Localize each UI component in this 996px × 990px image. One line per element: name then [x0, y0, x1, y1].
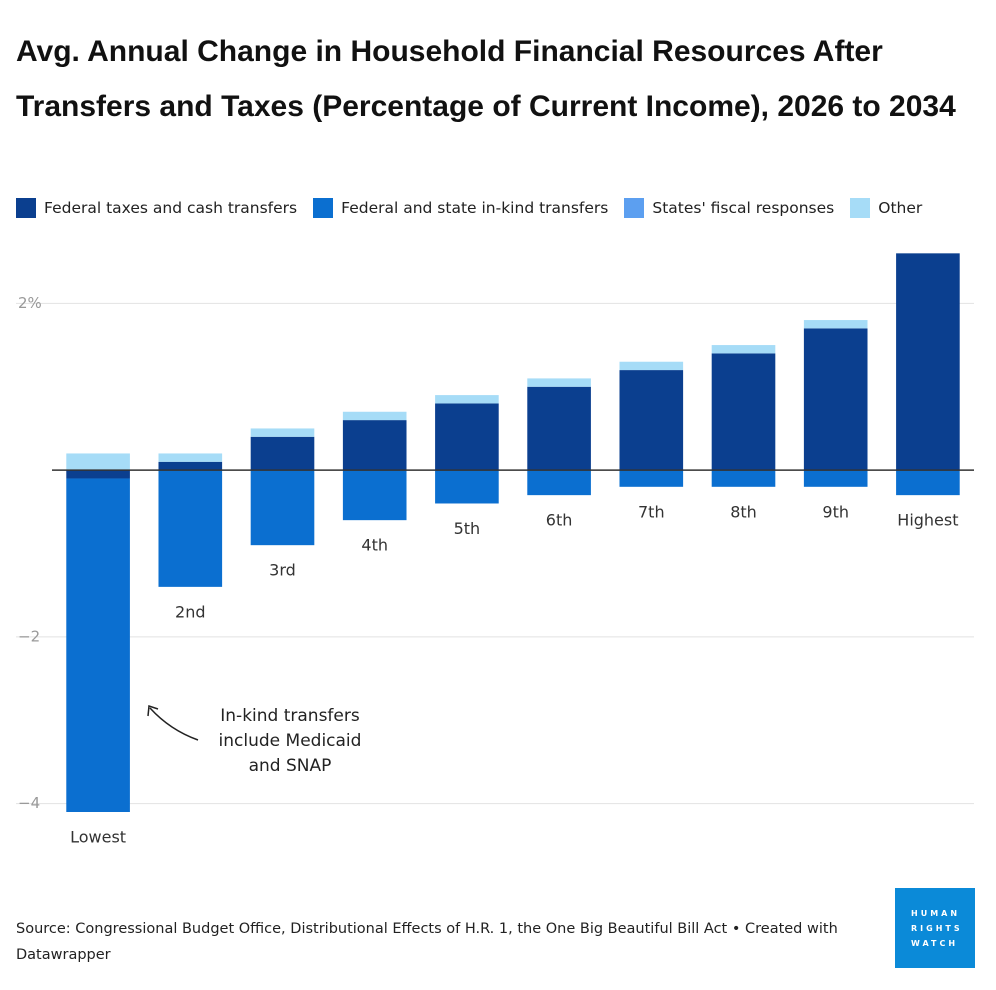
annotation: include Medicaid [219, 731, 362, 751]
bar-segment [158, 461, 223, 471]
y-tick-label: 2% [18, 294, 42, 312]
x-tick-label: 2nd [175, 602, 205, 621]
bar-segment [342, 420, 407, 471]
x-tick-label: 8th [730, 502, 757, 521]
annotation-arrowhead [147, 704, 159, 717]
logo-text: HUMAN [911, 908, 961, 918]
x-tick-label: 4th [361, 536, 388, 555]
bar-segment [158, 453, 223, 462]
x-tick-label: 3rd [269, 561, 296, 580]
bar-segment [527, 378, 591, 387]
bar-segment [342, 411, 407, 421]
x-tick-label: Lowest [70, 828, 126, 847]
bar-segment [250, 428, 315, 437]
source-note: Source: Congressional Budget Office, Dis… [16, 921, 838, 963]
legend-item: Federal and state in-kind transfers [313, 198, 608, 218]
bar-segment [619, 370, 684, 471]
bar-segment [711, 353, 776, 471]
bar-segment [896, 470, 960, 496]
bar-segment [803, 328, 868, 471]
legend-swatch [313, 198, 334, 218]
x-tick-label: 5th [454, 519, 481, 538]
legend-label: Federal taxes and cash transfers [44, 199, 298, 217]
logo-text: RIGHTS [911, 923, 963, 933]
chart-title: Avg. Annual Change in Household Financia… [16, 35, 956, 123]
bar-segment [711, 345, 776, 354]
bar-segment [435, 470, 499, 504]
legend-label: Other [878, 199, 923, 217]
annotation: and SNAP [249, 756, 332, 776]
bar-segment [342, 470, 407, 521]
bar-segment [250, 470, 315, 546]
bar-segment [803, 320, 868, 329]
bar-segment [66, 478, 130, 812]
legend: Federal taxes and cash transfers Federal … [16, 198, 922, 218]
bar-segment [896, 253, 960, 471]
legend-swatch [16, 198, 36, 218]
logo: HUMAN RIGHTS WATCH [895, 888, 975, 968]
legend-item: States' fiscal responses [624, 198, 834, 218]
bar-segment [66, 453, 130, 471]
legend-item: Federal taxes and cash transfers [16, 198, 297, 218]
bar-segment [435, 403, 499, 471]
bar-segment [527, 470, 591, 496]
logo-text: WATCH [911, 938, 959, 948]
bar-segment [803, 470, 868, 487]
y-tick-label: −2 [18, 627, 40, 645]
bar-segment [435, 395, 499, 404]
x-tick-label: Highest [897, 511, 958, 530]
legend-label: States' fiscal responses [652, 199, 835, 217]
annotation-arrow [149, 707, 199, 741]
legend-label: Federal and state in-kind transfers [341, 199, 609, 217]
annotation: In-kind transfers [220, 706, 360, 726]
bar-segment [619, 361, 684, 371]
bar-segment [250, 436, 315, 471]
legend-swatch [850, 198, 871, 218]
bar-segment [527, 386, 591, 471]
bar-segment [158, 470, 223, 587]
bar-segment [711, 470, 776, 487]
bar-segment [619, 470, 684, 487]
x-tick-label: 7th [638, 502, 665, 521]
legend-item: Other [850, 198, 922, 218]
legend-swatch [624, 198, 645, 218]
bar-segment [66, 470, 130, 479]
y-tick-label: −4 [18, 794, 40, 812]
x-tick-label: 6th [546, 511, 573, 530]
x-tick-label: 9th [822, 502, 849, 521]
